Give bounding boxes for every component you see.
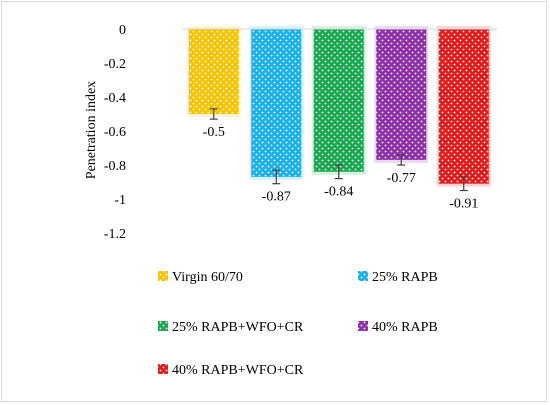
legend-item: 25% RAPB+WFO+CR	[158, 320, 304, 335]
data-label: -0.5	[203, 125, 225, 140]
y-tick-label: -0.4	[104, 91, 126, 106]
legend-item: Virgin 60/70	[158, 270, 243, 285]
error-bar	[272, 169, 281, 185]
data-label: -0.87	[262, 190, 291, 205]
y-tick-label: -0.8	[104, 159, 126, 174]
legend: Virgin 60/70 25% RAPB 25% RAPB+WFO+CR 40% R…	[158, 270, 438, 378]
y-tick-label: -1.2	[104, 227, 126, 242]
error-bar	[334, 164, 343, 180]
legend-label: Virgin 60/70	[172, 270, 243, 285]
legend-swatch	[158, 321, 168, 331]
legend-item: 40% RAPB+WFO+CR	[158, 363, 304, 378]
y-tick-label: -1	[114, 193, 126, 208]
y-tick-label: 0	[119, 23, 126, 38]
bar	[313, 29, 364, 172]
legend-item: 25% RAPB	[358, 270, 438, 285]
legend-label: 40% RAPB+WFO+CR	[172, 363, 304, 378]
y-tick-label: -0.6	[104, 125, 126, 140]
legend-swatch	[358, 321, 368, 331]
data-label: -0.91	[449, 197, 478, 212]
y-tick-label: -0.2	[104, 57, 126, 72]
data-label: -0.84	[324, 185, 353, 200]
legend-swatch	[158, 364, 168, 374]
error-bar	[459, 176, 468, 192]
data-label: -0.77	[387, 171, 416, 186]
legend-item: 40% RAPB	[358, 320, 438, 335]
bar	[438, 29, 489, 184]
error-bar	[209, 108, 218, 120]
legend-label: 40% RAPB	[372, 320, 438, 335]
legend-swatch	[358, 271, 368, 281]
legend-label: 25% RAPB	[372, 270, 438, 285]
y-axis-label: Penetration index	[84, 81, 99, 179]
error-bar	[397, 154, 406, 166]
bar	[376, 29, 427, 160]
bar	[251, 29, 302, 177]
legend-swatch	[158, 271, 168, 281]
legend-label: 25% RAPB+WFO+CR	[172, 320, 304, 335]
bar	[188, 29, 239, 114]
